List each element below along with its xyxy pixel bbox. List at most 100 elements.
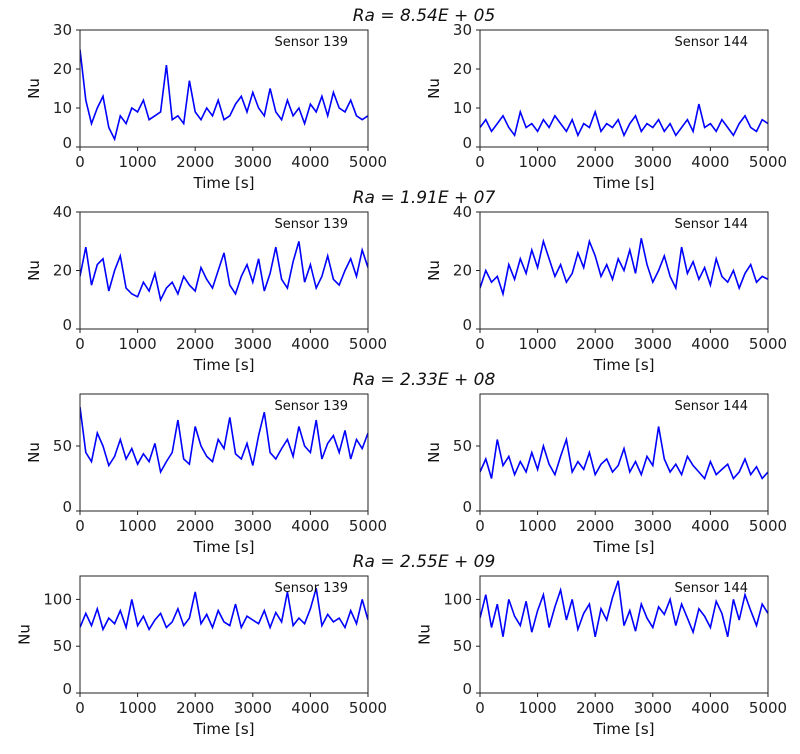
x-tick-label: 2000 bbox=[576, 517, 614, 535]
x-axis-label: Time [s] bbox=[593, 720, 655, 738]
x-tick-label: 0 bbox=[475, 335, 485, 353]
x-tick-label: 0 bbox=[75, 153, 85, 171]
x-tick-label: 4000 bbox=[291, 699, 329, 717]
x-tick-label: 2000 bbox=[176, 335, 214, 353]
y-tick-label: 100 bbox=[43, 590, 72, 608]
x-tick-label: 2000 bbox=[576, 699, 614, 717]
x-tick-label: 3000 bbox=[234, 517, 272, 535]
row-title: Ra = 8.54E + 05 bbox=[353, 6, 496, 26]
series-line bbox=[80, 587, 368, 632]
sensor-annotation: Sensor 139 bbox=[274, 35, 348, 50]
x-tick-label: 0 bbox=[75, 517, 85, 535]
subplot: 0 1000 2000 3000 4000 5000 0 20 40 Time [s] Nu Sens… bbox=[25, 203, 387, 374]
subplot: 0 1000 2000 3000 4000 5000 0 10 20 30 Time [s] Nu Se… bbox=[25, 21, 387, 192]
series-line bbox=[480, 426, 768, 481]
x-tick-label: 3000 bbox=[634, 335, 672, 353]
subplot: 0 1000 2000 3000 4000 5000 0 10 20 30 Time [s] Nu Se… bbox=[425, 21, 787, 192]
x-axis-label: Time [s] bbox=[193, 538, 255, 556]
y-tick-label: 20 bbox=[53, 262, 72, 280]
x-tick-label: 1000 bbox=[119, 699, 157, 717]
subplot: 0 1000 2000 3000 4000 5000 0 50 Time [s] Nu Sensor… bbox=[25, 393, 387, 556]
y-tick-label: 0 bbox=[462, 680, 472, 698]
x-axis-label: Time [s] bbox=[593, 174, 655, 192]
series-line bbox=[480, 238, 768, 298]
x-tick-label: 1000 bbox=[519, 335, 557, 353]
x-tick-label: 3000 bbox=[634, 699, 672, 717]
x-tick-label: 0 bbox=[475, 517, 485, 535]
x-tick-label: 0 bbox=[475, 153, 485, 171]
y-tick-label: 20 bbox=[53, 60, 72, 78]
y-axis-label: Nu bbox=[25, 442, 43, 463]
y-tick-label: 40 bbox=[53, 203, 72, 221]
x-tick-label: 1000 bbox=[119, 517, 157, 535]
x-axis-label: Time [s] bbox=[593, 356, 655, 374]
series-line bbox=[480, 580, 768, 637]
x-tick-label: 2000 bbox=[176, 517, 214, 535]
y-axis-label: Nu bbox=[425, 442, 443, 463]
x-tick-label: 0 bbox=[475, 699, 485, 717]
subplot: 0 1000 2000 3000 4000 5000 0 50 100 Time [s] Nu Sen… bbox=[415, 575, 787, 738]
y-tick-label: 50 bbox=[453, 437, 472, 455]
x-axis-label: Time [s] bbox=[193, 720, 255, 738]
subplot: 0 1000 2000 3000 4000 5000 0 50 100 Time [s] Nu Sen… bbox=[15, 575, 387, 738]
axes-frame bbox=[479, 575, 769, 694]
x-tick-label: 5000 bbox=[349, 335, 387, 353]
x-tick-label: 0 bbox=[75, 335, 85, 353]
sensor-annotation: Sensor 144 bbox=[674, 217, 748, 232]
y-tick-label: 0 bbox=[62, 316, 72, 334]
x-tick-label: 3000 bbox=[234, 699, 272, 717]
axes-frame bbox=[79, 29, 369, 148]
x-tick-label: 2000 bbox=[576, 335, 614, 353]
y-tick-label: 40 bbox=[453, 203, 472, 221]
x-tick-label: 4000 bbox=[691, 335, 729, 353]
x-tick-label: 4000 bbox=[291, 153, 329, 171]
x-tick-label: 1000 bbox=[519, 517, 557, 535]
x-tick-label: 5000 bbox=[749, 517, 787, 535]
x-tick-label: 3000 bbox=[634, 153, 672, 171]
sensor-annotation: Sensor 144 bbox=[674, 35, 748, 50]
x-tick-label: 3000 bbox=[234, 153, 272, 171]
y-tick-label: 0 bbox=[462, 316, 472, 334]
subplot: 0 1000 2000 3000 4000 5000 0 50 Time [s] Nu Sensor… bbox=[425, 393, 787, 556]
sensor-annotation: Sensor 139 bbox=[274, 581, 348, 596]
y-tick-label: 20 bbox=[453, 60, 472, 78]
y-tick-label: 20 bbox=[453, 262, 472, 280]
sensor-annotation: Sensor 139 bbox=[274, 217, 348, 232]
row-title: Ra = 2.55E + 09 bbox=[353, 552, 496, 572]
x-tick-label: 2000 bbox=[576, 153, 614, 171]
y-axis-label: Nu bbox=[15, 624, 33, 645]
y-tick-label: 10 bbox=[453, 99, 472, 117]
x-tick-label: 4000 bbox=[291, 517, 329, 535]
axes-frame bbox=[479, 393, 769, 512]
axes-frame bbox=[479, 29, 769, 148]
y-tick-label: 0 bbox=[462, 498, 472, 516]
x-tick-label: 5000 bbox=[349, 699, 387, 717]
axes-frame bbox=[79, 393, 369, 512]
x-tick-label: 1000 bbox=[119, 153, 157, 171]
sensor-annotation: Sensor 139 bbox=[274, 399, 348, 414]
x-tick-label: 5000 bbox=[749, 335, 787, 353]
y-tick-label: 0 bbox=[462, 134, 472, 152]
y-axis-label: Nu bbox=[425, 260, 443, 281]
x-tick-label: 0 bbox=[75, 699, 85, 717]
x-tick-label: 5000 bbox=[349, 153, 387, 171]
x-tick-label: 2000 bbox=[176, 153, 214, 171]
sensor-annotation: Sensor 144 bbox=[674, 581, 748, 596]
series-line bbox=[480, 103, 768, 138]
x-tick-label: 3000 bbox=[634, 517, 672, 535]
row-title: Ra = 1.91E + 07 bbox=[353, 188, 496, 208]
y-tick-label: 50 bbox=[53, 437, 72, 455]
y-tick-label: 30 bbox=[53, 21, 72, 39]
x-tick-label: 5000 bbox=[349, 517, 387, 535]
x-axis-label: Time [s] bbox=[193, 356, 255, 374]
y-axis-label: Nu bbox=[25, 260, 43, 281]
x-tick-label: 1000 bbox=[519, 153, 557, 171]
series-line bbox=[80, 406, 368, 475]
sensor-annotation: Sensor 144 bbox=[674, 399, 748, 414]
y-axis-label: Nu bbox=[415, 624, 433, 645]
x-tick-label: 5000 bbox=[749, 153, 787, 171]
y-tick-label: 100 bbox=[443, 590, 472, 608]
y-tick-label: 30 bbox=[453, 21, 472, 39]
x-tick-label: 1000 bbox=[519, 699, 557, 717]
